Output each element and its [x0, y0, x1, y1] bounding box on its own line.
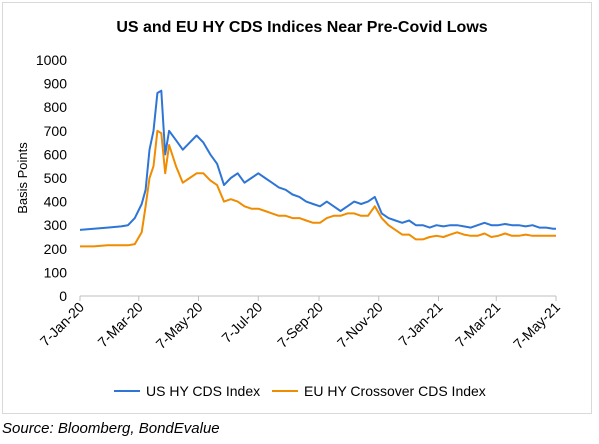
chart-frame	[2, 2, 592, 414]
y-tick-label: 600	[44, 146, 68, 162]
source-note: Source: Bloomberg, BondEvalue	[2, 420, 220, 437]
y-tick-label: 100	[44, 264, 68, 280]
y-tick-label: 0	[59, 288, 67, 304]
y-tick-label: 800	[44, 99, 68, 115]
legend-label: EU HY Crossover CDS Index	[304, 383, 486, 399]
chart-title: US and EU HY CDS Indices Near Pre-Covid …	[116, 19, 487, 36]
x-tick-label: 7-Nov-20	[334, 299, 386, 351]
y-tick-label: 200	[44, 241, 68, 257]
x-tick-label: 7-Jan-21	[395, 299, 446, 350]
y-tick-label: 700	[44, 123, 68, 139]
legend-label: US HY CDS Index	[146, 383, 260, 399]
y-tick-label: 500	[44, 170, 68, 186]
series-line-eu-hy	[80, 129, 556, 248]
y-tick-label: 300	[44, 217, 68, 233]
x-tick-label: 7-Mar-21	[452, 299, 504, 351]
x-tick-label: 7-Jul-20	[218, 299, 265, 346]
y-tick-label: 400	[44, 194, 68, 210]
x-tick-label: 7-Sep-20	[274, 299, 326, 351]
y-tick-label: 1000	[36, 52, 67, 68]
y-axis-label: Basis Points	[15, 142, 30, 214]
x-tick-label: 7-Jan-20	[37, 299, 88, 350]
series-line-us-hy	[79, 89, 556, 231]
x-tick-label: 7-May-21	[510, 299, 563, 352]
x-tick-label: 7-May-20	[152, 299, 205, 352]
x-tick-label: 7-Mar-20	[94, 299, 146, 351]
y-tick-label: 900	[44, 76, 68, 92]
